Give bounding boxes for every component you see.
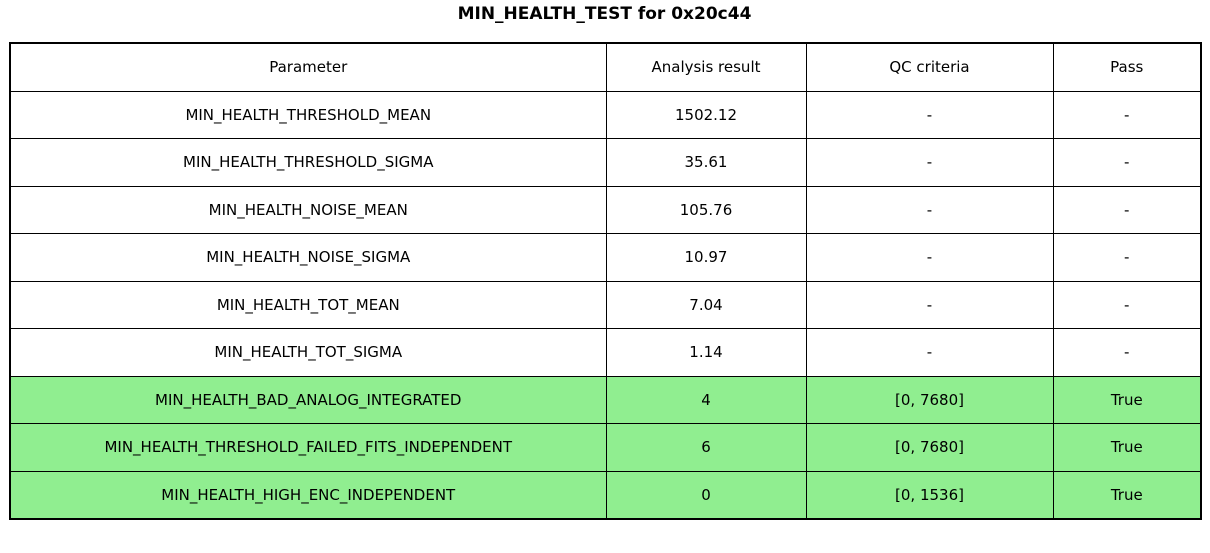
table-row: MIN_HEALTH_TOT_SIGMA 1.14 - -	[9, 328, 1202, 377]
table-row-passed: MIN_HEALTH_HIGH_ENC_INDEPENDENT 0 [0, 15…	[9, 470, 1202, 520]
qc-table: Parameter Analysis result QC criteria Pa…	[9, 42, 1202, 520]
figure-title: MIN_HEALTH_TEST for 0x20c44	[457, 4, 752, 24]
parameter-cell: MIN_HEALTH_TOT_MEAN	[9, 280, 607, 329]
qc-criteria-cell: -	[805, 280, 1054, 329]
pass-cell: -	[1052, 138, 1202, 187]
analysis-result-cell: 35.61	[605, 138, 807, 187]
parameter-cell: MIN_HEALTH_THRESHOLD_SIGMA	[9, 138, 607, 187]
pass-cell: -	[1052, 90, 1202, 139]
analysis-result-cell: 105.76	[605, 185, 807, 234]
parameter-cell: MIN_HEALTH_THRESHOLD_FAILED_FITS_INDEPEN…	[9, 423, 607, 472]
parameter-cell: MIN_HEALTH_HIGH_ENC_INDEPENDENT	[9, 470, 607, 520]
analysis-result-cell: 7.04	[605, 280, 807, 329]
qc-criteria-cell: -	[805, 233, 1054, 282]
column-header-parameter: Parameter	[9, 42, 607, 92]
table-row: MIN_HEALTH_TOT_MEAN 7.04 - -	[9, 280, 1202, 329]
qc-criteria-cell: -	[805, 90, 1054, 139]
qc-criteria-cell: [0, 7680]	[805, 375, 1054, 424]
parameter-cell: MIN_HEALTH_NOISE_SIGMA	[9, 233, 607, 282]
qc-criteria-cell: [0, 1536]	[805, 470, 1054, 520]
pass-cell: -	[1052, 328, 1202, 377]
analysis-result-cell: 1.14	[605, 328, 807, 377]
pass-cell: True	[1052, 470, 1202, 520]
pass-cell: -	[1052, 185, 1202, 234]
table-row: MIN_HEALTH_NOISE_SIGMA 10.97 - -	[9, 233, 1202, 282]
column-header-qc-criteria: QC criteria	[805, 42, 1054, 92]
pass-cell: -	[1052, 233, 1202, 282]
table-row: MIN_HEALTH_NOISE_MEAN 105.76 - -	[9, 185, 1202, 234]
pass-cell: -	[1052, 280, 1202, 329]
analysis-result-cell: 10.97	[605, 233, 807, 282]
table-row: MIN_HEALTH_THRESHOLD_SIGMA 35.61 - -	[9, 138, 1202, 187]
table-row: MIN_HEALTH_THRESHOLD_MEAN 1502.12 - -	[9, 90, 1202, 139]
parameter-cell: MIN_HEALTH_THRESHOLD_MEAN	[9, 90, 607, 139]
table-row-passed: MIN_HEALTH_BAD_ANALOG_INTEGRATED 4 [0, 7…	[9, 375, 1202, 424]
header-row: Parameter Analysis result QC criteria Pa…	[9, 42, 1202, 92]
analysis-result-cell: 1502.12	[605, 90, 807, 139]
qc-criteria-cell: [0, 7680]	[805, 423, 1054, 472]
qc-criteria-cell: -	[805, 328, 1054, 377]
column-header-analysis-result: Analysis result	[605, 42, 807, 92]
parameter-cell: MIN_HEALTH_BAD_ANALOG_INTEGRATED	[9, 375, 607, 424]
analysis-result-cell: 4	[605, 375, 807, 424]
pass-cell: True	[1052, 423, 1202, 472]
column-header-pass: Pass	[1052, 42, 1202, 92]
qc-criteria-cell: -	[805, 138, 1054, 187]
analysis-result-cell: 6	[605, 423, 807, 472]
analysis-result-cell: 0	[605, 470, 807, 520]
parameter-cell: MIN_HEALTH_TOT_SIGMA	[9, 328, 607, 377]
parameter-cell: MIN_HEALTH_NOISE_MEAN	[9, 185, 607, 234]
qc-criteria-cell: -	[805, 185, 1054, 234]
pass-cell: True	[1052, 375, 1202, 424]
table-row-passed: MIN_HEALTH_THRESHOLD_FAILED_FITS_INDEPEN…	[9, 423, 1202, 472]
